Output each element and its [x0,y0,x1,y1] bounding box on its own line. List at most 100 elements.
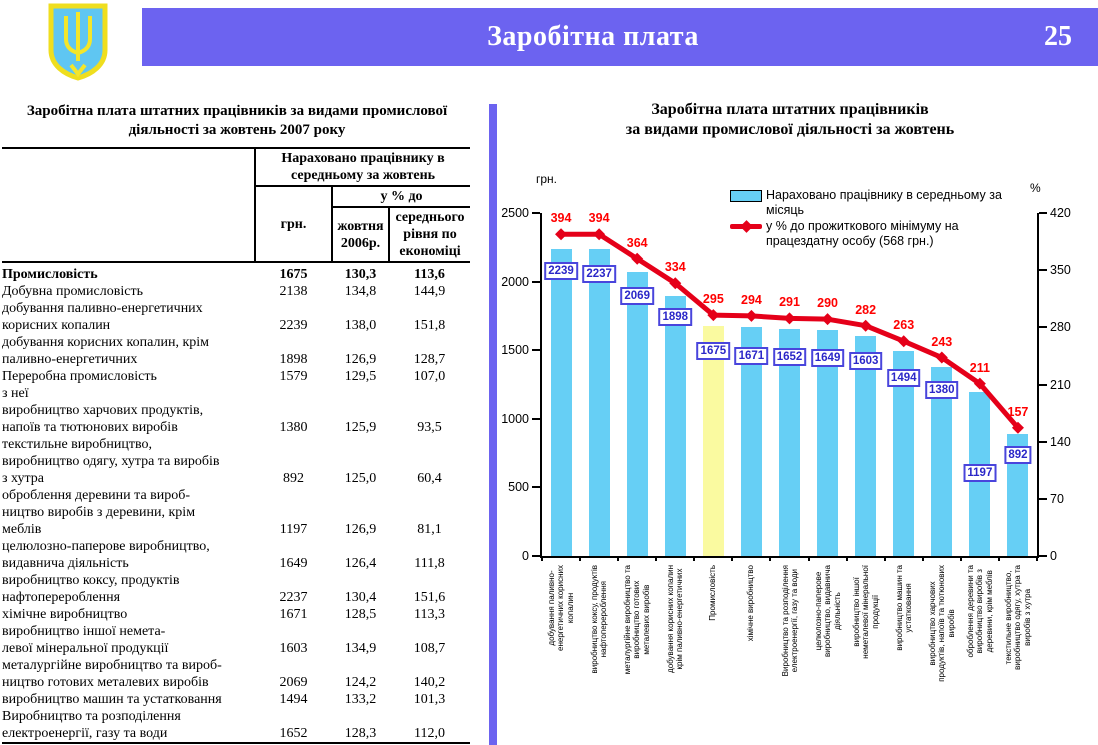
bar-value-label: 2237 [582,265,616,284]
right-axis-tick [1039,326,1047,329]
bar-value-label: 1652 [772,348,807,367]
x-axis-tick [845,556,848,561]
table-row: хімічне виробництво 1671 128,5 113,3 [2,607,445,622]
page-title: Заробітна плата [487,21,699,52]
table-row: Виробництво та розподілення електроенерг… [2,709,445,741]
right-axis-tick-label: 350 [1050,263,1071,278]
chart-legend: Нараховано працівнику в середньому за мі… [730,188,1030,250]
line-value-label: 211 [969,360,990,375]
x-axis-tick [617,556,620,561]
legend-line-swatch-icon [730,220,762,233]
bar-value-label: 1675 [696,342,731,361]
right-axis-unit: % [1030,181,1041,195]
x-axis-tick [997,556,1000,561]
bar-value-label: 1649 [810,348,845,367]
x-axis-category-label: целюлозно-паперове виробництво, видавнич… [813,565,842,657]
table-row: добування паливно-енергетичних корисних … [2,301,446,333]
bar-value-label: 1197 [963,463,997,482]
right-axis-tick [1039,440,1047,443]
header-banner: Заробітна плата 25 [142,8,1098,66]
table-row: добування корисних копалин, крім паливно… [2,335,446,367]
legend-bar-swatch-icon [730,190,762,202]
line-series [555,228,1024,434]
right-axis-tick [1039,269,1047,272]
right-axis-tick [1039,212,1047,214]
chart-bar [855,336,877,556]
x-axis-tick [807,556,810,561]
ukraine-trident-emblem-icon [48,3,108,81]
chart-bar [1007,433,1029,556]
right-axis-tick [1039,555,1047,557]
right-axis-tick-label: 420 [1050,206,1071,220]
line-value-label: 334 [664,260,686,275]
x-axis-tick [693,556,696,561]
table-row: Добувна промисловість 2138 134,8 144,9 [2,284,446,299]
x-axis-category-label: Виробництво та розподілення електроенерг… [780,565,799,677]
left-axis-tick-label: 2500 [501,206,529,220]
column-header-pct-avg-economy: середнього рівня по економіці [389,207,471,263]
chart-bar [931,366,953,556]
column-header-uah: грн. [255,186,333,263]
right-axis-tick-label: 210 [1050,377,1071,392]
left-axis-tick-label: 1500 [501,343,529,358]
line-point-marker [631,252,644,265]
x-axis-tick [1036,556,1038,561]
line-point-marker [859,319,872,332]
line-point-marker [973,377,986,390]
table-row: оброблення деревини та вироб- ництво вир… [2,488,442,537]
table-row: Промисловість 1675 130,3 113,6 [2,267,445,282]
bar-value-label: 1494 [886,369,921,388]
x-axis-category-label: добування корисних копалин крім паливно-… [665,565,685,673]
right-axis-tick-label: 280 [1050,320,1071,335]
legend-item-line: у % до прожиткового мінімуму на працезда… [730,219,1030,249]
line-point-marker [897,335,910,348]
table-row: текстильне виробництво, виробництво одяг… [2,437,442,486]
left-axis-unit: грн. [536,172,558,186]
right-axis-tick-label: 0 [1050,549,1057,563]
left-axis-tick [532,417,540,420]
x-axis-category-label: оброблення деревини та виробництво вироб… [965,565,994,658]
right-axis-tick [1039,383,1047,386]
line-point-marker [821,313,834,326]
left-axis-tick-label: 2000 [501,274,529,289]
x-axis-category-label: виробництво машин та устатковання [894,565,913,651]
bar-value-label: 1898 [658,307,693,326]
x-axis-category-label: текстильне виробництво, виробництво одяг… [1003,565,1032,670]
table-row: виробництво машин та устатковання 1494 133… [2,692,446,707]
line-value-label: 282 [855,302,877,317]
x-axis-category-label: хімічне виробництво [746,565,756,642]
bar-value-label: 1671 [734,346,769,365]
table-row: виробництво іншої немета- левої мінераль… [2,624,446,656]
x-axis-category-label: металургійне виробництво та виробництво … [622,565,651,675]
table-row: виробництво коксу, продуктів нафтопереро… [2,573,446,605]
x-axis-tick [579,556,582,561]
chart-bar [740,326,762,556]
x-axis-tick [769,556,772,561]
bar-value-label: 892 [1004,445,1032,464]
right-axis-tick [1039,497,1047,500]
x-axis-tick [655,556,658,561]
line-point-marker [935,351,948,364]
x-axis-tick [959,556,962,561]
line-value-label: 290 [817,296,838,311]
line-value-label: 364 [626,235,648,250]
x-axis-tick [541,556,543,561]
x-axis-tick [731,556,734,561]
left-axis-tick-label: 500 [508,480,529,495]
chart-title: Заробітна плата штатних працівників за в… [625,101,955,138]
wage-table-body: Промисловість 1675 130,3 113,6 Добувна проми… [2,262,470,743]
table-panel: Заробітна плата штатних працівників за в… [2,102,472,744]
bar-value-label: 1380 [925,380,959,399]
column-header-pct-prev-year: жовтня 2006р. [332,207,390,263]
column-header-activity [2,147,256,263]
legend-item-bar: Нараховано працівнику в середньому за мі… [730,188,1030,218]
line-point-marker [1011,421,1024,434]
x-axis-category-label: виробництво коксу, продуктів нафтопереро… [589,565,609,674]
line-value-label: 243 [931,334,953,349]
right-axis-tick-label: 70 [1050,491,1064,506]
x-axis-category-label: Промисловість [708,565,718,621]
left-axis-tick [532,555,540,557]
chart-bar [817,329,839,556]
bar-value-label: 1603 [848,352,883,371]
chart-bar [702,326,724,556]
